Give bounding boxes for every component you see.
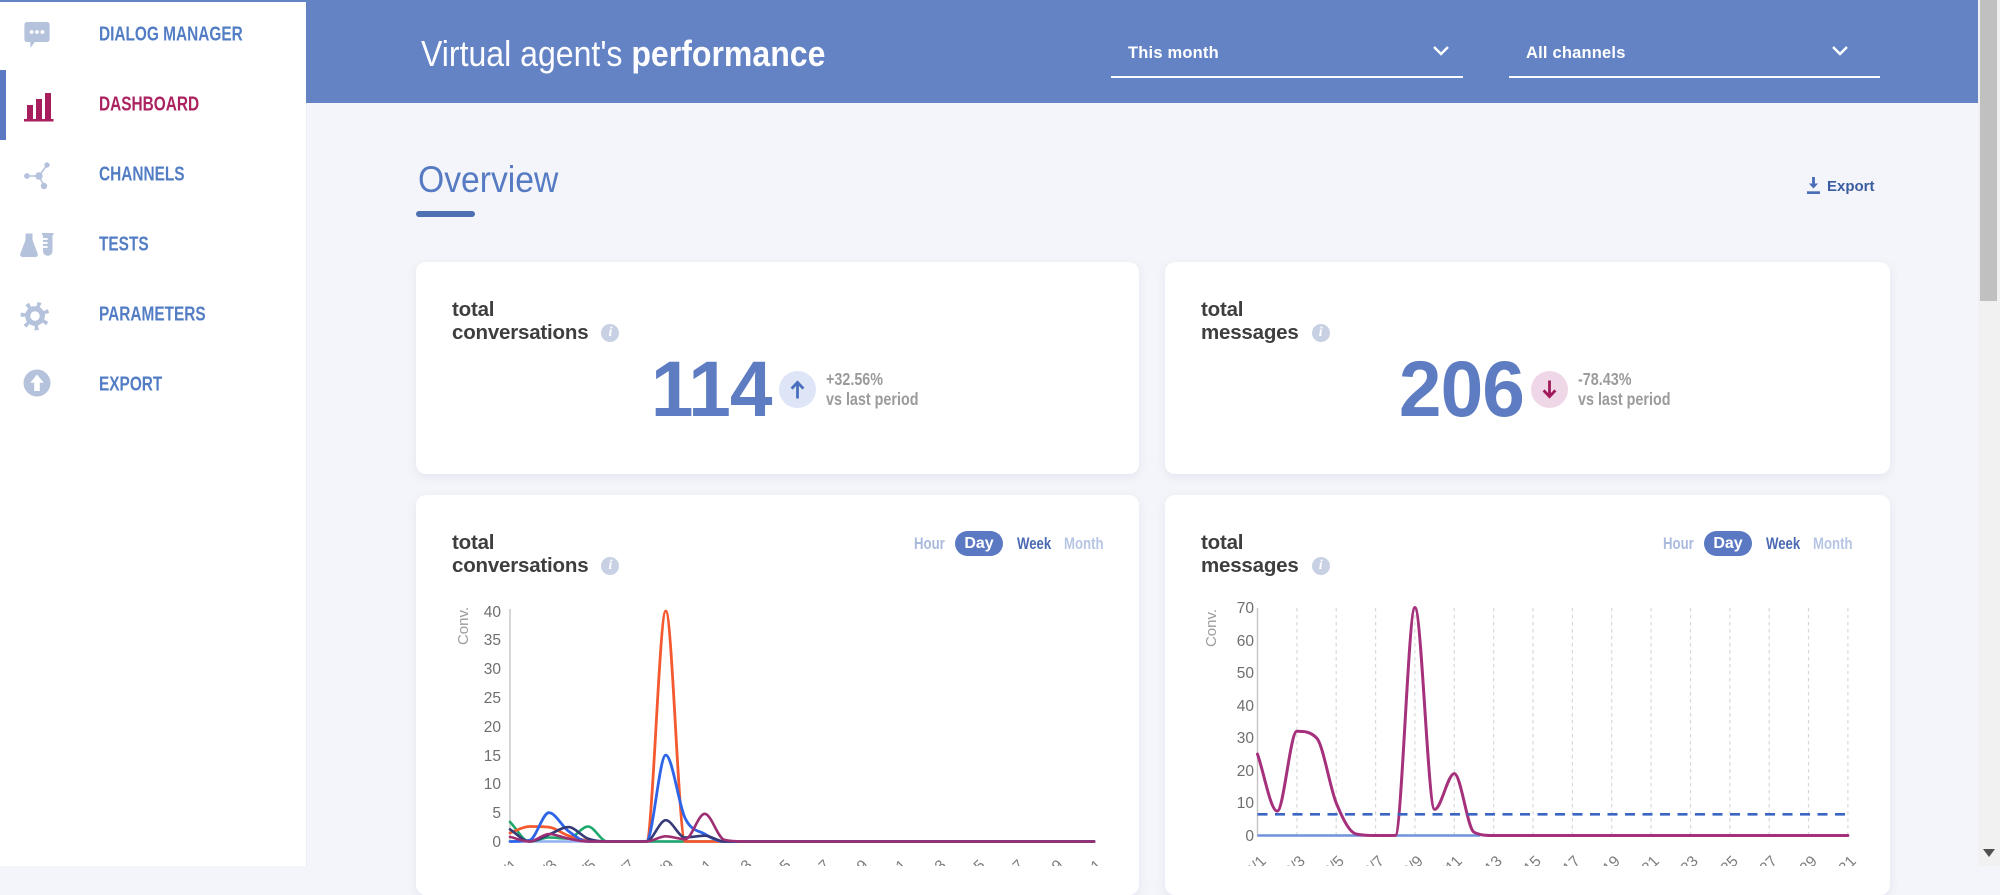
svg-text:20: 20 [1237,763,1255,780]
svg-text:60: 60 [1237,633,1255,650]
svg-text:9/11: 9/11 [1433,853,1466,866]
svg-text:9/5: 9/5 [573,857,600,866]
svg-text:0: 0 [492,834,501,851]
svg-text:Conv.: Conv. [1203,609,1220,647]
svg-text:9/15: 9/15 [761,857,794,866]
svg-text:9/1: 9/1 [1243,853,1270,866]
svg-text:25: 25 [484,690,501,707]
svg-text:9/13: 9/13 [1472,853,1505,866]
svg-text:9/19: 9/19 [838,857,871,866]
svg-text:9/13: 9/13 [722,857,755,866]
svg-text:10: 10 [484,776,502,793]
svg-text:9/7: 9/7 [1361,853,1388,866]
svg-text:9/5: 9/5 [1321,853,1348,866]
svg-text:9/9: 9/9 [1400,853,1427,866]
svg-text:9/3: 9/3 [534,857,561,866]
svg-text:9/21: 9/21 [877,857,910,866]
svg-text:40: 40 [1237,698,1255,715]
svg-text:40: 40 [484,604,502,621]
svg-text:9/3: 9/3 [1282,853,1309,866]
svg-text:9/27: 9/27 [994,857,1027,866]
svg-text:9/25: 9/25 [955,857,988,866]
svg-text:9/17: 9/17 [800,857,833,866]
svg-text:5: 5 [492,805,501,822]
svg-text:20: 20 [484,719,502,736]
svg-text:9/29: 9/29 [1787,853,1820,866]
svg-text:9/31: 9/31 [1072,857,1105,866]
svg-text:9/19: 9/19 [1590,853,1623,866]
svg-text:30: 30 [1237,730,1255,747]
svg-text:9/7: 9/7 [612,857,639,866]
svg-text:70: 70 [1237,600,1255,617]
svg-text:Conv.: Conv. [455,607,472,645]
svg-text:9/23: 9/23 [916,857,949,866]
svg-text:9/9: 9/9 [651,857,678,866]
svg-text:9/15: 9/15 [1511,853,1544,866]
svg-text:9/11: 9/11 [684,857,717,866]
svg-text:35: 35 [484,632,501,649]
svg-text:9/23: 9/23 [1668,853,1701,866]
svg-text:9/17: 9/17 [1550,853,1583,866]
svg-text:30: 30 [484,661,502,678]
svg-text:9/27: 9/27 [1747,853,1780,866]
svg-text:50: 50 [1237,665,1255,682]
svg-text:9/21: 9/21 [1629,853,1662,866]
svg-text:0: 0 [1245,828,1254,845]
svg-text:9/25: 9/25 [1708,853,1741,866]
svg-text:9/1: 9/1 [495,857,522,866]
svg-text:9/29: 9/29 [1033,857,1066,866]
svg-text:9/31: 9/31 [1826,853,1859,866]
svg-text:15: 15 [484,748,501,765]
svg-text:10: 10 [1237,795,1255,812]
